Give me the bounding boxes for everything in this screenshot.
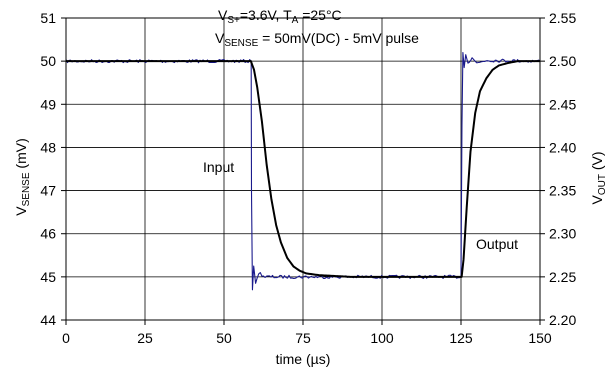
series-label-output: Output: [476, 236, 518, 252]
y-left-tick-label: 45: [40, 269, 56, 285]
x-tick-label: 0: [62, 330, 70, 346]
y-axis-right-label: VOUT (V): [589, 151, 608, 204]
y-right-tick-label: 2.20: [549, 312, 576, 328]
series-line-input: [65, 51, 541, 291]
x-tick-label: 150: [528, 330, 552, 346]
x-axis-label: time (µs): [276, 351, 331, 367]
annotation-line2: VSENSE = 50mV(DC) - 5mV pulse: [215, 30, 419, 49]
y-right-tick-label: 2.35: [549, 183, 576, 199]
y-right-tick-label: 2.55: [549, 10, 576, 26]
series-label-input: Input: [203, 159, 234, 175]
grid: [65, 17, 541, 321]
y-left-tick-label: 50: [40, 53, 56, 69]
ticks: 0 25 50 75 100 125 150 44 45 46 47 48 49 50 51 2.20 2.25…: [40, 10, 576, 346]
y-left-tick-label: 51: [40, 10, 56, 26]
y-left-tick-label: 48: [40, 139, 56, 155]
y-left-tick-label: 44: [40, 312, 56, 328]
x-tick-label: 75: [295, 330, 311, 346]
y-right-tick-label: 2.30: [549, 226, 576, 242]
y-right-tick-label: 2.45: [549, 96, 576, 112]
series-line-output: [66, 60, 540, 278]
y-right-tick-label: 2.40: [549, 139, 576, 155]
x-tick-label: 125: [449, 330, 473, 346]
series-layer: [65, 51, 541, 291]
y-right-tick-label: 2.25: [549, 269, 576, 285]
y-left-tick-label: 46: [40, 226, 56, 242]
x-tick-label: 50: [216, 330, 232, 346]
x-tick-label: 25: [137, 330, 153, 346]
y-axis-left-label: VSENSE (mV): [13, 138, 32, 215]
plot-frame: [65, 17, 541, 321]
y-right-tick-label: 2.50: [549, 53, 576, 69]
y-left-tick-label: 49: [40, 96, 56, 112]
y-left-tick-label: 47: [40, 183, 56, 199]
annotation-line1: VS+=3.6V, TA =25°C: [218, 7, 342, 26]
x-tick-label: 100: [370, 330, 394, 346]
